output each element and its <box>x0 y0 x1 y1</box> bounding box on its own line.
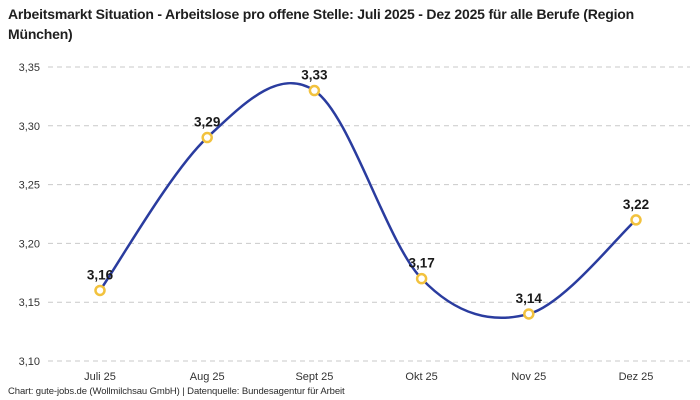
x-axis-tick-label: Nov 25 <box>511 371 546 383</box>
data-point-marker[interactable] <box>523 308 535 320</box>
y-axis-tick-label: 3,10 <box>19 356 40 368</box>
data-point-marker[interactable] <box>94 284 106 297</box>
data-line <box>98 82 638 320</box>
data-point-label: 3,17 <box>408 256 434 271</box>
y-axis-tick-label: 3,35 <box>19 62 40 74</box>
data-point-label: 3,22 <box>623 197 649 212</box>
x-axis-tick-label: Okt 25 <box>405 371 437 383</box>
data-point-marker[interactable] <box>415 272 428 285</box>
data-point-label: 3,29 <box>194 115 220 130</box>
data-point-label: 3,16 <box>87 267 114 282</box>
x-axis-tick-label: Dez 25 <box>619 371 654 383</box>
x-axis-tick-label: Juli 25 <box>84 371 116 383</box>
chart-title: Arbeitsmarkt Situation - Arbeitslose pro… <box>8 6 634 42</box>
x-axis-tick-label: Aug 25 <box>190 371 225 383</box>
data-point-marker[interactable] <box>630 214 642 226</box>
y-axis-tick-label: 3,20 <box>19 238 40 250</box>
data-point-marker[interactable] <box>201 131 213 144</box>
y-axis-tick-label: 3,15 <box>19 297 40 309</box>
x-axis-tick-label: Sept 25 <box>295 371 333 383</box>
data-point-label: 3,14 <box>516 291 543 306</box>
chart-attribution: Chart: gute-jobs.de (Wollmilchsau GmbH) … <box>8 386 345 397</box>
data-point-marker[interactable] <box>308 84 321 97</box>
y-axis-tick-label: 3,30 <box>19 121 40 133</box>
y-axis-tick-label: 3,25 <box>19 180 40 192</box>
data-point-label: 3,33 <box>301 68 328 83</box>
